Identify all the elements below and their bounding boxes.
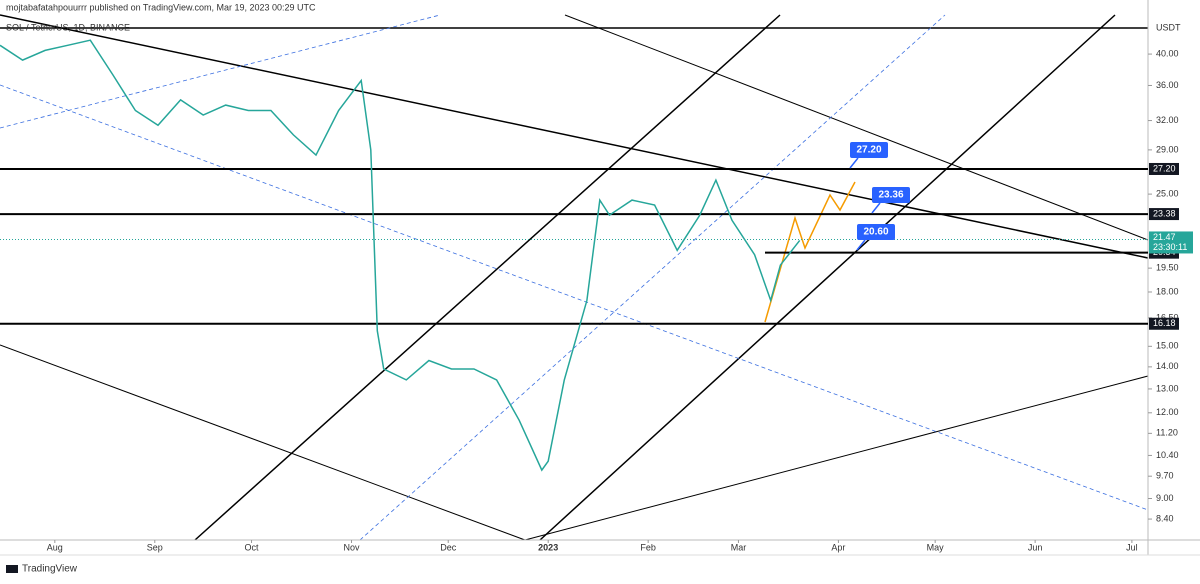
x-tick-label: Apr — [831, 542, 845, 552]
target-pointer — [856, 239, 866, 251]
y-tick-label: 36.00 — [1156, 80, 1179, 90]
y-tick-label: 18.00 — [1156, 286, 1179, 296]
price-line — [0, 39, 801, 472]
dashed-line — [359, 14, 946, 541]
y-tick-label: 19.50 — [1156, 263, 1179, 273]
level-tag — [1149, 208, 1179, 221]
y-tick-label: 32.00 — [1156, 115, 1179, 125]
last-price-label: 21.47 — [1153, 232, 1176, 242]
price-axis — [1148, 0, 1200, 540]
x-tick-label: Dec — [440, 542, 457, 552]
level-label: 23.38 — [1153, 208, 1176, 218]
x-tick-label: Jul — [1126, 542, 1138, 552]
y-tick-label: 10.40 — [1156, 450, 1179, 460]
symbol: SOL / TetherUS, 1D, BINANCE — [6, 22, 130, 32]
y-tick-label: 40.00 — [1156, 48, 1179, 58]
y-tick-label: 9.00 — [1156, 493, 1174, 503]
target-label: 23.36 — [878, 190, 903, 201]
target-pointer — [849, 157, 859, 169]
level-tag — [1149, 317, 1179, 330]
target-box — [857, 224, 895, 240]
x-tick-label: Mar — [731, 542, 747, 552]
countdown: 23:30:11 — [1153, 242, 1187, 252]
dashed-line — [0, 14, 441, 129]
target-box — [872, 187, 910, 203]
y-tick-label: 13.00 — [1156, 383, 1179, 393]
y-tick-label: 25.00 — [1156, 188, 1179, 198]
publisher: mojtabafatahpouurrr published on Trading… — [6, 2, 316, 12]
target-label: 20.60 — [863, 227, 888, 238]
x-tick-label: Jun — [1028, 542, 1043, 552]
currency: USDT — [1156, 22, 1181, 32]
y-tick-label: 11.20 — [1156, 428, 1178, 438]
dashed-line — [0, 84, 1149, 511]
level-tag — [1149, 162, 1179, 175]
projection — [764, 181, 856, 323]
x-tick-label: Oct — [245, 542, 260, 552]
trend-line — [194, 14, 781, 541]
x-tick-label: May — [927, 542, 945, 552]
x-tick-label: Feb — [640, 542, 656, 552]
x-tick-label: Nov — [343, 542, 360, 552]
trend-line — [539, 14, 1116, 541]
target-box — [850, 142, 888, 158]
brand: TradingView — [22, 564, 78, 575]
y-tick-label: 16.50 — [1156, 312, 1179, 322]
x-tick-label: 2023 — [538, 542, 558, 552]
trend-lines — [0, 14, 1149, 541]
trend-line — [524, 375, 1149, 541]
y-tick-label: 12.00 — [1156, 407, 1179, 417]
trend-line — [564, 14, 1149, 241]
y-tick-label: 15.00 — [1156, 341, 1179, 351]
trend-line — [0, 14, 1149, 259]
x-tick-label: Aug — [47, 542, 63, 552]
level-label: 16.18 — [1153, 318, 1176, 328]
y-tick-label: 9.70 — [1156, 471, 1174, 481]
x-tick-label: Sep — [147, 542, 163, 552]
trend-line — [0, 344, 526, 541]
last-price-tag — [1149, 231, 1193, 254]
y-tick-label: 14.00 — [1156, 361, 1179, 371]
target-label: 27.20 — [856, 145, 881, 156]
y-tick-label: 8.40 — [1156, 513, 1174, 523]
logo — [6, 565, 18, 573]
y-tick-label: 29.00 — [1156, 144, 1179, 154]
level-label: 27.20 — [1153, 163, 1176, 173]
channel-lines — [0, 14, 1149, 541]
target-pointer — [871, 202, 881, 214]
